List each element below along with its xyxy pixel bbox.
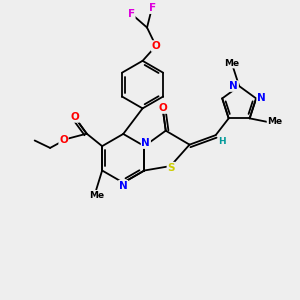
Text: N: N bbox=[142, 138, 150, 148]
Text: Me: Me bbox=[267, 117, 283, 126]
Text: O: O bbox=[152, 41, 160, 51]
Text: Me: Me bbox=[88, 191, 104, 200]
Text: Me: Me bbox=[224, 59, 239, 68]
Text: O: O bbox=[158, 103, 167, 113]
Text: N: N bbox=[119, 181, 128, 191]
Text: O: O bbox=[59, 135, 68, 145]
Text: H: H bbox=[218, 136, 226, 146]
Text: O: O bbox=[70, 112, 79, 122]
Text: N: N bbox=[257, 93, 266, 103]
Text: F: F bbox=[128, 9, 135, 19]
Text: N: N bbox=[230, 81, 238, 91]
Text: S: S bbox=[167, 163, 175, 172]
Text: F: F bbox=[148, 3, 156, 13]
